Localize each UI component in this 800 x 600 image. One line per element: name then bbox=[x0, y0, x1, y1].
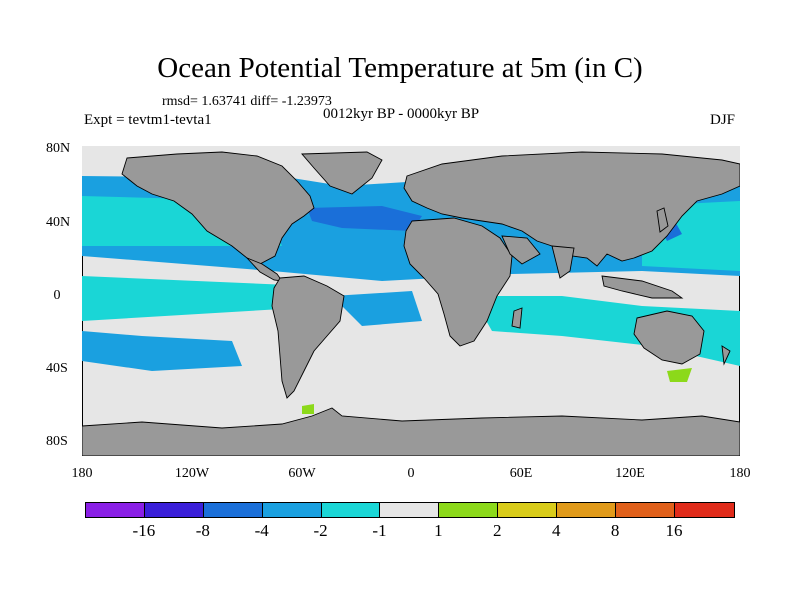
season-label: DJF bbox=[710, 112, 736, 128]
colorbar-box bbox=[203, 503, 263, 517]
landmass-north-america bbox=[121, 151, 315, 265]
map-canvas bbox=[82, 146, 740, 456]
x-tick-label: 60E bbox=[509, 466, 533, 481]
colorbar-label: 1 bbox=[434, 521, 443, 540]
landmass-africa bbox=[403, 217, 513, 347]
anomaly-region bbox=[82, 331, 242, 371]
colorbar-label: 2 bbox=[493, 521, 502, 540]
landmass-greenland bbox=[301, 151, 383, 195]
colorbar-label: 4 bbox=[551, 521, 561, 540]
colorbar-label: -2 bbox=[313, 521, 328, 540]
colorbar-label: 8 bbox=[610, 521, 620, 540]
stats-label: rmsd= 1.63741 diff= -1.23973 bbox=[162, 94, 332, 109]
land-layer bbox=[82, 151, 740, 456]
y-tick-label: 80N bbox=[46, 141, 71, 156]
colorbar-box bbox=[262, 503, 322, 517]
landmass-madagascar bbox=[511, 307, 523, 329]
map-title: Ocean Potential Temperature at 5m (in C) bbox=[157, 52, 643, 84]
colorbar-label: -4 bbox=[254, 521, 269, 540]
x-tick-label: 120W bbox=[174, 466, 210, 481]
x-tick-label: 180 bbox=[729, 466, 751, 481]
period-label: 0012kyr BP - 0000kyr BP bbox=[323, 106, 480, 122]
colorbar-box bbox=[144, 503, 204, 517]
colorbar-box bbox=[616, 503, 675, 517]
colorbar-box bbox=[557, 503, 617, 517]
y-tick-label: 40S bbox=[46, 361, 68, 376]
y-tick-label: 40N bbox=[46, 215, 71, 230]
colorbar-label: 16 bbox=[665, 521, 683, 540]
anomaly-region bbox=[302, 404, 314, 414]
colorbar bbox=[85, 502, 735, 518]
landmass-south-america bbox=[271, 275, 345, 399]
colorbar-label: -1 bbox=[372, 521, 387, 540]
landmass-japan bbox=[656, 207, 669, 233]
colorbar-label: -8 bbox=[195, 521, 210, 540]
landmass-australia bbox=[633, 310, 705, 365]
y-tick-label: 80S bbox=[46, 434, 68, 449]
x-tick-label: 60W bbox=[288, 466, 316, 481]
landmass-eurasia bbox=[403, 151, 740, 267]
colorbar-box bbox=[321, 503, 381, 517]
anomaly-region bbox=[307, 206, 422, 231]
anomaly-region bbox=[667, 368, 692, 382]
colorbar-box bbox=[498, 503, 558, 517]
colorbar-label: -16 bbox=[132, 521, 156, 540]
landmass-arabia bbox=[501, 235, 541, 265]
x-tick-label: 0 bbox=[407, 466, 415, 481]
y-tick-label: 0 bbox=[53, 288, 61, 303]
anomaly-region bbox=[332, 291, 422, 326]
x-tick-label: 180 bbox=[71, 466, 93, 481]
colorbar-box bbox=[439, 503, 499, 517]
landmass-maritime-se-asia bbox=[601, 275, 684, 299]
anomaly-region bbox=[82, 276, 332, 321]
landmass-antarctica bbox=[82, 407, 740, 456]
x-tick-label: 120E bbox=[615, 466, 645, 481]
colorbar-box bbox=[380, 503, 440, 517]
experiment-label: Expt = tevtm1-tevta1 bbox=[84, 112, 212, 128]
colorbar-box bbox=[86, 503, 145, 517]
colorbar-box bbox=[674, 503, 734, 517]
landmass-new-zealand bbox=[721, 345, 731, 366]
landmass-india bbox=[551, 245, 575, 279]
